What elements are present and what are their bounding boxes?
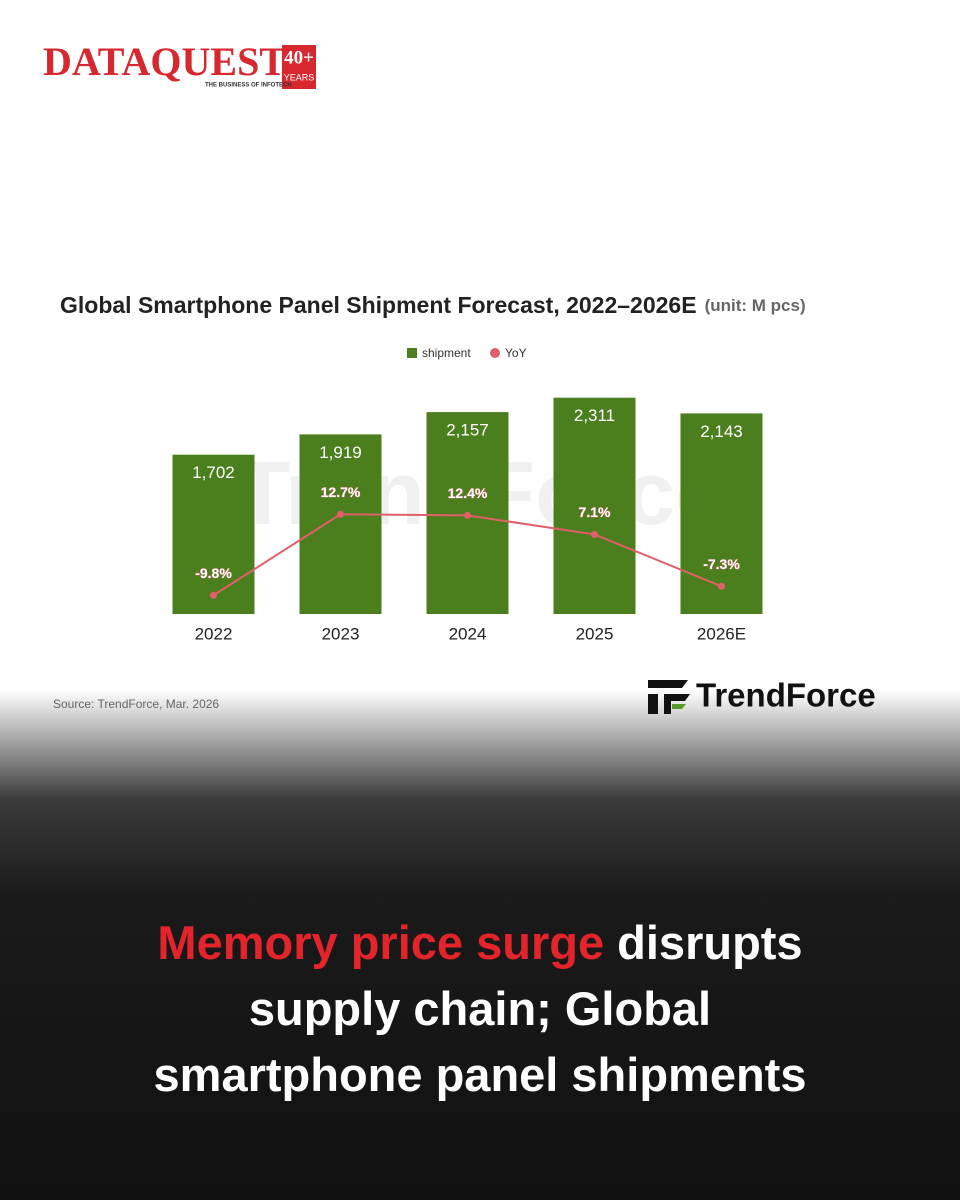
tagline: THE BUSINESS OF INFOTECH: [205, 83, 292, 89]
yoy-label: 12.7%: [321, 484, 361, 500]
badge-sub: YEARS: [284, 72, 315, 82]
yoy-point: [210, 591, 217, 599]
badge: 40+: [284, 47, 314, 68]
bar-value-label: 2,311: [574, 406, 615, 425]
bar-value-label: 1,702: [192, 463, 235, 482]
yoy-point: [591, 530, 598, 538]
source-logo: TrendForce: [696, 677, 876, 714]
bar: [553, 397, 636, 614]
yoy-point: [718, 582, 725, 590]
logo-accent: [672, 704, 686, 709]
headline: Memory price surge disrupts supply chain…: [110, 910, 850, 1108]
yoy-label: 7.1%: [579, 504, 611, 520]
chart-title: Global Smartphone Panel Shipment Forecas…: [60, 292, 806, 318]
legend-swatch: [490, 348, 500, 358]
bar-value-label: 2,143: [700, 422, 743, 441]
headline-highlight: Memory price surge: [157, 916, 605, 969]
x-tick-label: 2022: [195, 624, 233, 643]
legend-swatch: [407, 348, 417, 358]
x-tick-label: 2025: [576, 624, 614, 643]
yoy-label: -9.8%: [195, 565, 232, 581]
legend-label: YoY: [505, 346, 527, 360]
bar: [172, 454, 255, 614]
title: Global Smartphone Panel Shipment Forecas…: [60, 292, 697, 318]
badge-bg: [282, 45, 316, 89]
yoy-label: 12.4%: [448, 485, 488, 501]
bar: [680, 413, 763, 614]
x-tick-label: 2023: [322, 624, 360, 643]
bar-value-label: 2,157: [446, 421, 489, 440]
headline-text: disrupts supply chain; Global smartphone…: [153, 916, 807, 1101]
source: Source: TrendForce, Mar. 2026: [53, 697, 219, 711]
x-tick-label: 2024: [449, 624, 487, 643]
yoy-label: -7.3%: [703, 556, 740, 572]
legend-label: shipment: [422, 346, 471, 360]
logo-icon: [648, 680, 690, 714]
yoy-point: [464, 511, 471, 519]
bar-value-label: 1,919: [319, 443, 362, 462]
brand-name: DATAQUEST: [43, 39, 286, 84]
bar: [299, 434, 382, 614]
x-tick-label: 2026E: [697, 624, 746, 643]
yoy-point: [337, 510, 344, 518]
unit: (unit: M pcs): [705, 296, 806, 315]
chart: DATAQUEST 40+ YEARS THE BUSINESS OF INFO…: [43, 39, 876, 714]
